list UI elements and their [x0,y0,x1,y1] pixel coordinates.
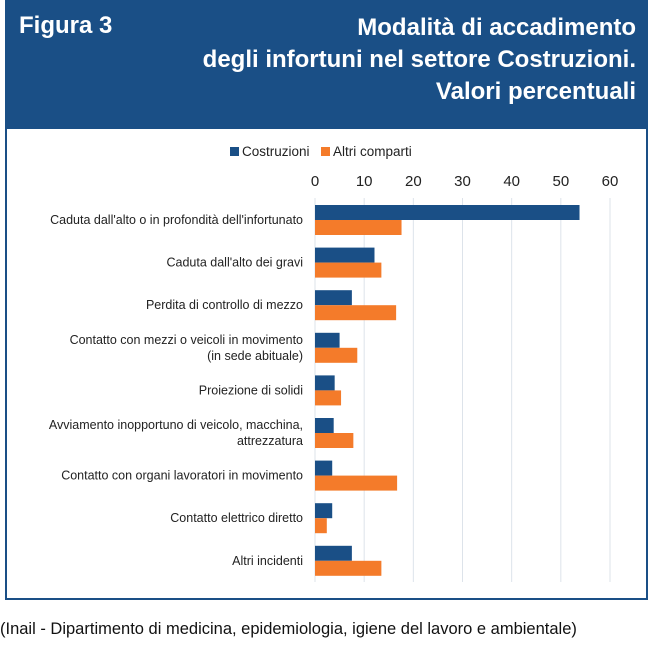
figure-frame: Figura 3 Modalità di accadimento degli i… [5,0,648,600]
bar-costruzioni-3 [315,332,340,348]
category-label-1: Caduta dall'alto dei gravi [167,256,304,270]
legend-label-1: Altri comparti [333,144,412,159]
x-tick-label-30: 30 [454,173,471,190]
bar-costruzioni-7 [315,503,333,519]
bar-altri-comparti-6 [315,475,398,491]
bar-costruzioni-5 [315,418,334,433]
bar-chart: 0 10 20 30 40 50 60 Costruzioni Altri comparti Ca… [49,144,619,582]
bar-altri-comparti-5 [315,433,354,448]
source-note: (Inail - Dipartimento di medicina, epide… [0,620,577,638]
legend-label-0: Costruzioni [242,144,310,159]
bar-costruzioni-1 [315,247,375,263]
title-line-1: Modalità di accadimento [357,14,636,41]
legend-swatch-0 [230,147,239,156]
bar-altri-comparti-2 [315,305,397,321]
title-line-3: Valori percentuali [435,78,636,105]
x-tick-label-20: 20 [405,173,422,190]
x-tick-label-50: 50 [552,173,569,190]
category-label-4: Proiezione di solidi [199,383,303,397]
category-label-6: Contatto con organi lavoratori in movime… [61,469,303,483]
bar-altri-comparti-1 [315,262,382,278]
x-tick-label-60: 60 [602,173,619,190]
bar-costruzioni-4 [315,375,335,391]
figure-header: Figura 3 Modalità di accadimento degli i… [7,2,646,129]
bar-costruzioni-6 [315,460,333,476]
legend-swatch-1 [321,147,330,156]
title-line-2: degli infortuni nel settore Costruzioni. [202,46,636,73]
bar-altri-comparti-7 [315,518,327,534]
category-label-3-line-1: (in sede abituale) [207,349,303,363]
category-label-0: Caduta dall'alto o in profondità dell'in… [50,213,303,227]
category-label-5-line-0: Avviamento inopportuno di veicolo, macch… [49,418,303,432]
x-tick-label-40: 40 [503,173,520,190]
figure-label: Figura 3 [19,12,113,39]
category-label-5-line-1: attrezzatura [237,434,303,448]
bar-altri-comparti-8 [315,560,382,576]
bar-costruzioni-2 [315,290,352,306]
bar-altri-comparti-4 [315,390,342,406]
bar-altri-comparti-0 [315,220,402,235]
bar-costruzioni-8 [315,545,352,561]
category-label-2: Perdita di controllo di mezzo [146,298,303,312]
x-tick-label-0: 0 [311,173,319,190]
bar-altri-comparti-3 [315,347,358,363]
x-tick-label-10: 10 [356,173,373,190]
category-label-8: Altri incidenti [232,554,303,568]
category-label-3-line-0: Contatto con mezzi o veicoli in moviment… [70,333,303,347]
figure-title: Modalità di accadimento degli infortuni … [203,12,636,108]
category-label-7: Contatto elettrico diretto [170,511,303,525]
bar-costruzioni-0 [315,205,580,220]
